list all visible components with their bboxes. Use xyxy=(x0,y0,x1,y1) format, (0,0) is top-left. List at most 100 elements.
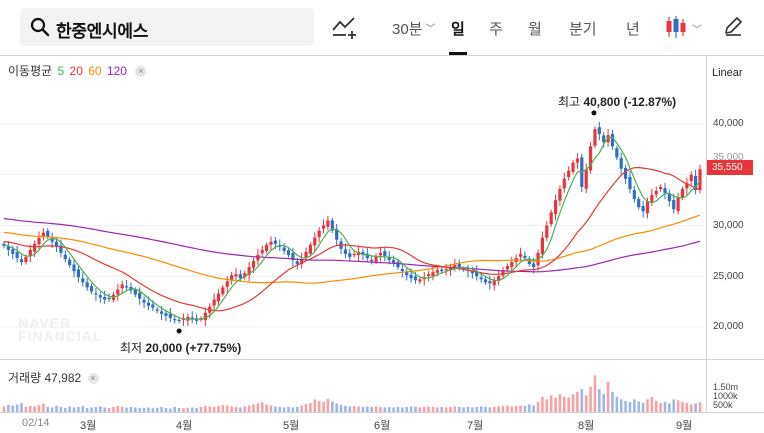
price-axis-border xyxy=(706,56,707,411)
pencil-icon[interactable] xyxy=(722,15,744,37)
candle-body xyxy=(659,186,663,190)
volume-bar xyxy=(348,406,352,412)
volume-bar xyxy=(282,407,286,412)
candle-body xyxy=(540,237,545,255)
price-chart-area[interactable] xyxy=(0,56,706,359)
volume-bar xyxy=(488,407,492,412)
volume-bar xyxy=(256,403,260,412)
ma-120-label: 120 xyxy=(106,64,127,78)
candle-body xyxy=(475,271,479,277)
candle-body xyxy=(593,129,597,146)
volume-bar xyxy=(217,405,220,412)
candle-body xyxy=(396,261,400,268)
volume-bar xyxy=(466,406,470,412)
volume-bar xyxy=(94,406,98,412)
x-label-august: 8월 xyxy=(578,420,595,432)
tab-quarterly[interactable]: 분기 xyxy=(569,21,597,38)
interval-selector[interactable]: 30분 ﹀ xyxy=(392,18,436,39)
panel-divider xyxy=(0,359,764,360)
volume-bar xyxy=(112,406,115,412)
low-marker xyxy=(176,328,182,334)
chart-toolbar: 한중엔시에스 30분 ﹀ 일 주 월 분기 년 ﹀ xyxy=(0,0,764,56)
volume-bar xyxy=(335,403,338,412)
high-label: 최고 xyxy=(558,95,581,109)
candle-body xyxy=(142,299,146,303)
high-price-annotation: 최고 40,800 (-12.87%) xyxy=(558,93,676,110)
volume-bar xyxy=(370,406,373,412)
tab-weekly[interactable]: 주 xyxy=(489,21,503,38)
candle-body xyxy=(212,299,216,306)
close-icon[interactable]: × xyxy=(135,66,147,77)
candlestick-icon[interactable] xyxy=(664,14,688,40)
high-change: (-12.87%) xyxy=(623,95,677,109)
stock-search-box[interactable]: 한중엔시에스 xyxy=(20,8,314,46)
chevron-down-icon[interactable]: ﹀ xyxy=(692,25,702,36)
volume-bar xyxy=(313,399,317,412)
volume-bar xyxy=(142,407,146,412)
volume-bar xyxy=(611,391,614,412)
candle-body xyxy=(352,253,356,256)
candle-body xyxy=(558,188,562,201)
candle-body xyxy=(405,271,409,276)
volume-bar xyxy=(186,407,190,412)
volume-bar xyxy=(199,406,203,412)
tab-daily[interactable]: 일 xyxy=(451,21,465,38)
volume-bar xyxy=(274,406,277,412)
volume-chart[interactable] xyxy=(0,360,706,412)
candle-body xyxy=(597,127,601,135)
candle-body xyxy=(637,199,641,208)
tab-monthly[interactable]: 월 xyxy=(528,21,542,38)
candle-body xyxy=(667,193,671,202)
candle-body xyxy=(523,255,527,258)
candle-body xyxy=(177,319,181,322)
volume-bar xyxy=(59,406,63,412)
volume-bar xyxy=(615,396,619,412)
drawing-tool-icon[interactable] xyxy=(330,12,360,42)
candle-body xyxy=(510,262,514,268)
candle-body xyxy=(615,148,619,158)
volume-legend[interactable]: 거래량 47,982 × xyxy=(8,369,99,386)
volume-bar xyxy=(422,406,426,412)
volume-chart-area[interactable] xyxy=(0,360,706,412)
tab-yearly[interactable]: 년 xyxy=(626,21,640,38)
ma-5-label: 5 xyxy=(57,64,65,78)
volume-bar xyxy=(190,407,194,412)
volume-tick-1-5m: 1.50m xyxy=(713,382,739,392)
volume-bar xyxy=(641,402,645,412)
volume-bar xyxy=(650,396,654,412)
candle-body xyxy=(265,244,269,252)
candle-body xyxy=(155,309,159,311)
volume-bar xyxy=(42,403,45,412)
volume-bar xyxy=(619,399,623,412)
volume-bar xyxy=(344,405,347,412)
volume-bar xyxy=(129,406,133,412)
volume-bar xyxy=(633,399,636,412)
candle-body xyxy=(645,201,650,214)
candle-body xyxy=(68,259,72,266)
interval-label: 30분 xyxy=(392,21,423,38)
date-axis: 02/14 3월 4월 5월 6월 7월 8월 9월 xyxy=(0,412,764,433)
volume-bar xyxy=(676,400,680,412)
volume-bar xyxy=(519,405,522,412)
volume-bar xyxy=(155,407,159,412)
volume-bar xyxy=(606,381,610,412)
low-value: 20,000 xyxy=(145,341,183,355)
candle-body xyxy=(435,270,439,273)
candle-body xyxy=(94,293,98,295)
volume-bar xyxy=(527,404,531,412)
price-chart[interactable] xyxy=(0,56,706,359)
candle-body xyxy=(387,257,391,261)
volume-bar xyxy=(247,405,251,412)
candle-body xyxy=(479,277,483,280)
volume-bar xyxy=(471,407,474,412)
volume-bar xyxy=(331,401,334,412)
candle-body xyxy=(282,247,286,251)
volume-bar xyxy=(431,406,435,412)
moving-average-legend[interactable]: 이동평균 5 20 60 120 × xyxy=(8,62,148,79)
close-icon[interactable]: × xyxy=(87,373,99,384)
scale-mode-selector[interactable]: Linear xyxy=(712,67,743,79)
candle-body xyxy=(440,269,444,272)
candle-body xyxy=(138,292,142,299)
candle-body xyxy=(63,254,67,259)
candle-body xyxy=(361,251,365,255)
